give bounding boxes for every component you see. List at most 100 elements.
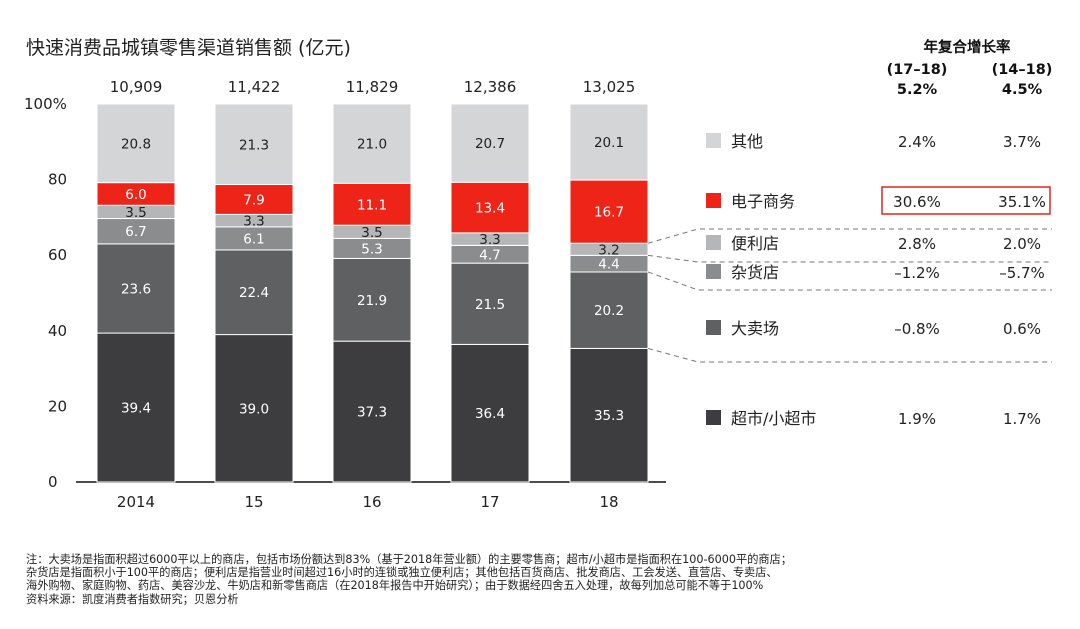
growth-17-18-convenience: 2.8% bbox=[898, 235, 936, 253]
data-label-ecommerce: 11.1 bbox=[357, 197, 387, 213]
growth-14-18-convenience: 2.0% bbox=[1003, 235, 1041, 253]
data-label-other: 20.7 bbox=[475, 136, 505, 152]
data-label-ecommerce: 6.0 bbox=[125, 187, 146, 203]
bar-segment-ecommerce bbox=[214, 184, 294, 215]
footnote-line-4: 资料来源：凯度消费者指数研究；贝恩分析 bbox=[26, 592, 239, 606]
data-label-convenience: 3.5 bbox=[361, 225, 382, 241]
legend-label-other: 其他 bbox=[731, 132, 763, 151]
data-label-grocery: 6.1 bbox=[243, 231, 264, 247]
y-tick-label: 20 bbox=[48, 397, 67, 415]
growth-col2-period: (14–18) bbox=[992, 62, 1053, 78]
bar-segment-ecommerce bbox=[450, 181, 530, 234]
footnote: 注：大卖场是指面积超过6000平以上的商店，包括市场份额达到83%（基于2018… bbox=[26, 553, 1066, 606]
chart: 快速消费品城镇零售渠道销售额 (亿元) 年复合增长率 (17–18) (14–1… bbox=[24, 37, 1053, 511]
legend-layer: 超市/小超市 1.9% 1.7% 大卖场 –0.8% 0.6% 杂货店 –1.2% –5.7% 便… bbox=[706, 132, 1046, 428]
bar-segment-other bbox=[450, 103, 530, 183]
y-tick-label: 100% bbox=[24, 95, 67, 113]
legend-swatch-convenience bbox=[706, 235, 721, 250]
bar-segment-other bbox=[96, 103, 176, 184]
footnote-line-2: 杂货店是指面积小于100平的商店；便利店是指营业时间超过16小时的连锁或独立便利… bbox=[26, 566, 778, 580]
bar-total-label: 11,829 bbox=[346, 78, 399, 96]
legend-swatch-grocery bbox=[706, 264, 721, 279]
data-label-other: 20.8 bbox=[121, 136, 151, 152]
growth-14-18-ecommerce: 35.1% bbox=[998, 193, 1046, 211]
axis-layer: 0 20 40 60 80 100% 2014 15 16 17 18 bbox=[24, 95, 666, 511]
legend-label-convenience: 便利店 bbox=[731, 234, 779, 253]
growth-17-18-ecommerce: 30.6% bbox=[893, 193, 941, 211]
growth-14-18-supermarket: 1.7% bbox=[1003, 410, 1041, 428]
footnote-line-3: 海外购物、家庭购物、药店、美容沙龙、牛奶店和新零售商店（在2018年报告中开始研… bbox=[26, 579, 764, 593]
x-tick-label: 15 bbox=[244, 493, 263, 511]
connector-layer bbox=[647, 228, 1052, 363]
connector-hypermarket-top bbox=[647, 271, 1052, 291]
x-tick-label: 2014 bbox=[117, 493, 155, 511]
connector-grocery-top bbox=[647, 254, 1052, 263]
data-label-convenience: 3.5 bbox=[125, 205, 146, 221]
bar-segment-supermarket bbox=[569, 347, 649, 483]
bar-segment-hypermarket bbox=[214, 249, 294, 336]
growth-header-title: 年复合增长率 bbox=[924, 38, 1011, 56]
y-tick-label: 0 bbox=[48, 473, 58, 491]
x-tick-label: 16 bbox=[362, 493, 381, 511]
y-tick-label: 60 bbox=[48, 246, 67, 264]
legend-swatch-ecommerce bbox=[706, 193, 721, 208]
growth-17-18-grocery: –1.2% bbox=[894, 264, 940, 282]
bar-segment-other bbox=[569, 103, 649, 181]
data-label-ecommerce: 13.4 bbox=[475, 201, 505, 217]
data-label-supermarket: 39.4 bbox=[121, 401, 151, 417]
bar-segment-supermarket bbox=[214, 334, 294, 483]
bar-segment-ecommerce bbox=[569, 179, 649, 244]
x-tick-label: 18 bbox=[599, 493, 618, 511]
data-label-hypermarket: 21.9 bbox=[357, 293, 387, 309]
data-label-hypermarket: 21.5 bbox=[475, 297, 505, 313]
data-label-supermarket: 35.3 bbox=[594, 408, 624, 424]
data-label-grocery: 5.3 bbox=[361, 241, 382, 257]
data-label-hypermarket: 23.6 bbox=[121, 281, 151, 297]
bar-segment-other bbox=[332, 103, 412, 184]
y-tick-label: 80 bbox=[48, 171, 67, 189]
bar-segment-hypermarket bbox=[450, 262, 530, 345]
bar-segment-other bbox=[214, 103, 294, 186]
growth-14-18-grocery: –5.7% bbox=[999, 264, 1045, 282]
bar-segment-supermarket bbox=[332, 340, 412, 483]
data-label-supermarket: 36.4 bbox=[475, 406, 505, 422]
data-label-other: 21.0 bbox=[357, 137, 387, 153]
bar-segment-supermarket bbox=[450, 343, 530, 483]
ecommerce-highlight-box bbox=[881, 186, 1051, 215]
data-label-hypermarket: 22.4 bbox=[239, 285, 269, 301]
footnote-line-1: 注：大卖场是指面积超过6000平以上的商店，包括市场份额达到83%（基于2018… bbox=[26, 553, 792, 566]
bar-total-label: 10,909 bbox=[110, 78, 163, 96]
bar-total-label: 13,025 bbox=[583, 78, 636, 96]
data-label-grocery: 4.4 bbox=[598, 257, 619, 273]
bar-segment-hypermarket bbox=[332, 257, 412, 342]
growth-14-18-hypermarket: 0.6% bbox=[1003, 320, 1041, 338]
connector-hypermarket-bottom bbox=[647, 347, 1052, 363]
growth-col1-total: 5.2% bbox=[897, 82, 938, 98]
growth-17-18-supermarket: 1.9% bbox=[898, 410, 936, 428]
bar-total-label: 11,422 bbox=[228, 78, 281, 96]
data-label-grocery: 6.7 bbox=[125, 224, 146, 240]
growth-17-18-hypermarket: –0.8% bbox=[894, 320, 940, 338]
legend-label-grocery: 杂货店 bbox=[731, 263, 779, 282]
growth-17-18-other: 2.4% bbox=[898, 133, 936, 151]
data-label-ecommerce: 7.9 bbox=[243, 192, 264, 208]
growth-14-18-other: 3.7% bbox=[1003, 133, 1041, 151]
legend-label-hypermarket: 大卖场 bbox=[731, 319, 779, 338]
legend-label-supermarket: 超市/小超市 bbox=[731, 409, 816, 428]
legend-swatch-other bbox=[706, 133, 721, 148]
data-label-convenience: 3.3 bbox=[243, 214, 264, 230]
chart-title: 快速消费品城镇零售渠道销售额 (亿元) bbox=[26, 37, 351, 59]
data-label-ecommerce: 16.7 bbox=[594, 205, 624, 221]
legend-label-ecommerce: 电子商务 bbox=[731, 192, 795, 211]
growth-col2-total: 4.5% bbox=[1002, 82, 1043, 98]
data-label-other: 21.3 bbox=[239, 137, 269, 153]
bars-layer: 39.423.66.73.56.020.810,90939.022.46.13.… bbox=[96, 78, 649, 483]
legend-swatch-supermarket bbox=[706, 410, 721, 425]
data-label-hypermarket: 20.2 bbox=[594, 303, 624, 319]
data-label-convenience: 3.3 bbox=[479, 232, 500, 248]
bar-segment-ecommerce bbox=[332, 182, 412, 226]
growth-col1-period: (17–18) bbox=[887, 62, 948, 78]
data-label-grocery: 4.7 bbox=[479, 247, 500, 263]
legend-swatch-hypermarket bbox=[706, 320, 721, 335]
bar-total-label: 12,386 bbox=[464, 78, 517, 96]
